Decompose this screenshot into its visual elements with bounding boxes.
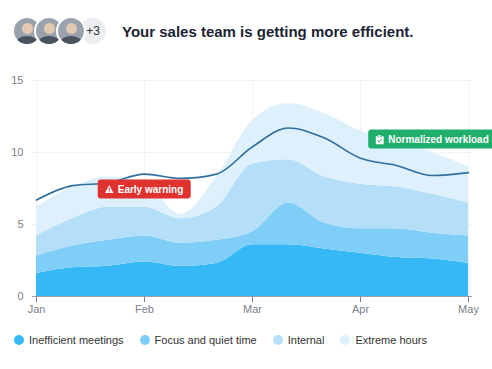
svg-text:Jan: Jan — [28, 303, 46, 315]
svg-text:10: 10 — [11, 146, 23, 158]
svg-text:0: 0 — [17, 290, 23, 302]
html-text:Internal: Internal — [287, 334, 325, 346]
svg-text:15: 15 — [11, 74, 23, 86]
html-text:Normalized workload: Normalized workload — [388, 133, 489, 145]
html-text:+3: +3 — [86, 24, 100, 38]
html-text:Extreme hours: Extreme hours — [355, 334, 427, 346]
html-text:Early warning: Early warning — [117, 183, 184, 195]
svg-text:Apr: Apr — [352, 303, 369, 315]
html-text:Focus and quiet time: Focus and quiet time — [154, 334, 257, 346]
svg-text:Mar: Mar — [243, 303, 262, 315]
html-text:Inefficient meetings: Inefficient meetings — [29, 334, 124, 346]
html-text:Your sales team is getting mor: Your sales team is getting more efficien… — [122, 22, 414, 40]
svg-text:5: 5 — [17, 218, 23, 230]
svg-text:May: May — [458, 303, 479, 315]
svg-text:Feb: Feb — [135, 303, 154, 315]
